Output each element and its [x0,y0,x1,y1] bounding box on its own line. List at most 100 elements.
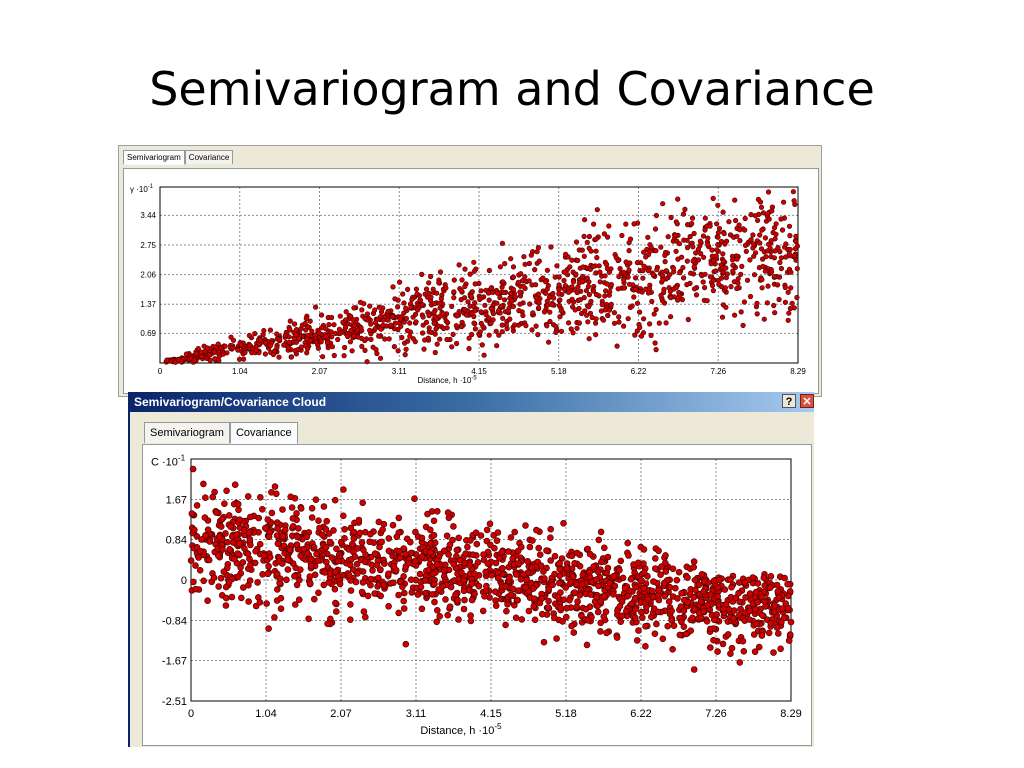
data-point [397,316,403,322]
data-point [430,286,436,292]
data-point [705,242,711,248]
data-point [198,536,205,543]
data-point [627,575,635,583]
data-point [758,593,765,601]
data-point [524,558,532,565]
data-point [633,275,639,281]
data-point [337,330,343,336]
tab-covariance[interactable]: Covariance [229,422,298,444]
data-point [668,607,676,615]
data-point [222,602,230,609]
data-point [293,332,299,338]
tab-semivariogram[interactable]: Semivariogram [123,150,185,165]
data-point [569,296,575,302]
data-point [758,204,765,210]
data-point [751,272,758,278]
data-point [722,241,728,247]
data-point [504,601,511,608]
data-point [367,327,373,333]
data-point [251,559,259,567]
data-point [323,326,329,332]
data-point [593,332,599,338]
data-point [481,593,488,600]
data-point [453,552,460,560]
data-point [440,311,447,317]
data-point [385,570,392,578]
data-point [621,584,629,592]
data-point [395,514,403,522]
data-point [600,544,608,552]
tab-covariance[interactable]: Covariance [184,150,234,164]
data-point [315,345,321,351]
data-point [557,604,565,611]
data-point [477,329,483,335]
data-point [754,598,761,606]
data-point [488,285,494,291]
data-point [701,578,708,585]
data-point [751,648,759,655]
data-point [614,343,620,349]
data-point [453,323,460,329]
data-point [268,488,275,496]
data-point [771,255,778,261]
data-point [347,587,355,594]
data-point [368,336,374,342]
data-point [789,300,795,306]
data-point [193,351,199,357]
data-point [773,624,781,631]
data-point [277,594,285,602]
data-point [357,299,364,305]
x-tick-label: 7.26 [705,708,726,720]
data-point [496,332,502,338]
data-point [204,345,210,351]
data-point [690,244,696,250]
data-point [442,596,449,603]
data-point [274,586,281,593]
data-point [341,535,348,542]
data-point [778,216,784,222]
data-point [431,301,438,307]
data-point [506,574,513,581]
data-point [530,310,536,316]
data-point [738,309,744,315]
x-tick-label: 8.29 [790,367,806,376]
close-button[interactable]: ✕ [800,394,814,408]
data-point [433,508,441,515]
data-point [407,576,415,583]
data-point [201,514,209,521]
data-point [512,571,520,578]
data-point [744,277,751,283]
data-point [549,581,557,589]
data-point [517,301,523,307]
data-point [400,589,408,597]
help-button[interactable]: ? [782,394,796,408]
data-point [606,579,614,587]
data-point [496,554,503,562]
data-point [216,353,222,359]
data-point [429,329,435,335]
data-point [380,322,386,328]
data-point [296,336,302,342]
covariance-chart: 0 1.04 2.07 3.11 4.15 5.18 6.22 7.26 8.29 -2.51 -1… [151,454,802,737]
data-point [273,519,281,526]
data-point [782,600,790,607]
data-point [279,506,286,513]
data-point [591,221,597,227]
data-point [778,618,785,626]
data-point [247,513,254,521]
data-point [765,189,772,195]
data-point [265,625,272,632]
dialog-titlebar[interactable]: Semivariogram/Covariance Cloud ? ✕ [130,392,814,412]
data-point [788,269,794,275]
data-point [320,581,328,589]
tab-semivariogram[interactable]: Semivariogram [144,422,230,443]
data-point [575,257,581,263]
data-point [322,525,330,533]
data-point [589,314,595,321]
data-point [566,320,572,326]
data-point [462,266,468,272]
data-point [723,265,729,271]
data-point [709,253,715,259]
data-point [331,585,339,593]
data-point [536,300,542,306]
